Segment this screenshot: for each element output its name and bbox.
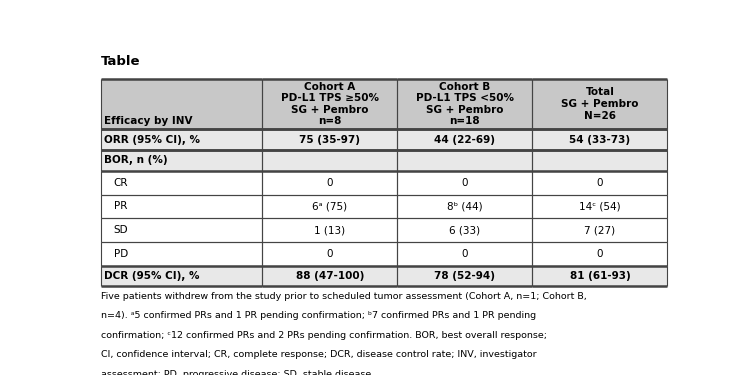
Text: confirmation; ᶜ12 confirmed PRs and 2 PRs pending confirmation. BOR, best overal: confirmation; ᶜ12 confirmed PRs and 2 PR… <box>100 331 547 340</box>
Text: 0: 0 <box>462 249 468 259</box>
Text: DCR (95% CI), %: DCR (95% CI), % <box>104 271 200 281</box>
Bar <box>262 242 398 266</box>
Bar <box>262 218 398 242</box>
Text: 7 (27): 7 (27) <box>584 225 616 235</box>
Text: 88 (47-100): 88 (47-100) <box>296 271 364 281</box>
Text: assessment; PD, progressive disease; SD, stable disease.: assessment; PD, progressive disease; SD,… <box>100 370 374 375</box>
Bar <box>532 171 668 195</box>
Bar <box>100 129 262 150</box>
Text: 78 (52-94): 78 (52-94) <box>434 271 496 281</box>
Bar <box>262 150 398 171</box>
Bar <box>398 171 532 195</box>
Bar <box>100 242 262 266</box>
Text: 54 (33-73): 54 (33-73) <box>569 135 631 145</box>
Bar <box>398 242 532 266</box>
Bar <box>100 171 262 195</box>
Bar <box>532 150 668 171</box>
Bar <box>100 150 262 171</box>
Text: 6 (33): 6 (33) <box>449 225 481 235</box>
Text: Cohort A
PD-L1 TPS ≥50%
SG + Pembro
n=8: Cohort A PD-L1 TPS ≥50% SG + Pembro n=8 <box>281 82 379 126</box>
Text: SD: SD <box>113 225 128 235</box>
Text: CI, confidence interval; CR, complete response; DCR, disease control rate; INV, : CI, confidence interval; CR, complete re… <box>100 351 536 360</box>
Text: 8ᵇ (44): 8ᵇ (44) <box>447 201 483 211</box>
Bar <box>398 129 532 150</box>
Text: Total
SG + Pembro
N=26: Total SG + Pembro N=26 <box>561 87 639 121</box>
Text: 0: 0 <box>597 178 603 188</box>
Text: 0: 0 <box>327 249 333 259</box>
Bar <box>100 79 262 129</box>
Text: 0: 0 <box>597 249 603 259</box>
Bar <box>262 129 398 150</box>
Text: PR: PR <box>113 201 127 211</box>
Bar <box>532 242 668 266</box>
Text: Table: Table <box>100 55 140 68</box>
Bar <box>262 195 398 218</box>
Bar <box>398 218 532 242</box>
Text: 0: 0 <box>462 178 468 188</box>
Bar <box>262 79 398 129</box>
Text: 75 (35-97): 75 (35-97) <box>299 135 361 145</box>
Bar <box>100 195 262 218</box>
Text: Five patients withdrew from the study prior to scheduled tumor assessment (Cohor: Five patients withdrew from the study pr… <box>100 292 586 301</box>
Text: 1 (13): 1 (13) <box>314 225 346 235</box>
Text: 6ᵃ (75): 6ᵃ (75) <box>312 201 347 211</box>
Bar <box>262 171 398 195</box>
Bar <box>532 129 668 150</box>
Text: CR: CR <box>113 178 128 188</box>
Bar <box>262 266 398 286</box>
Bar <box>532 266 668 286</box>
Text: BOR, n (%): BOR, n (%) <box>104 156 168 165</box>
Bar <box>398 195 532 218</box>
Text: Cohort B
PD-L1 TPS <50%
SG + Pembro
n=18: Cohort B PD-L1 TPS <50% SG + Pembro n=18 <box>416 82 514 126</box>
Text: 14ᶜ (54): 14ᶜ (54) <box>579 201 621 211</box>
Bar <box>532 218 668 242</box>
Text: 0: 0 <box>327 178 333 188</box>
Bar <box>398 150 532 171</box>
Text: Efficacy by INV: Efficacy by INV <box>104 116 193 126</box>
Bar <box>100 218 262 242</box>
Bar <box>398 266 532 286</box>
Text: 44 (22-69): 44 (22-69) <box>434 135 496 145</box>
Text: 81 (61-93): 81 (61-93) <box>569 271 630 281</box>
Bar <box>532 195 668 218</box>
Text: PD: PD <box>113 249 128 259</box>
Text: ORR (95% CI), %: ORR (95% CI), % <box>104 135 200 145</box>
Bar <box>532 79 668 129</box>
Text: n=4). ᵃ5 confirmed PRs and 1 PR pending confirmation; ᵇ7 confirmed PRs and 1 PR : n=4). ᵃ5 confirmed PRs and 1 PR pending … <box>100 311 536 320</box>
Bar <box>398 79 532 129</box>
Bar <box>100 266 262 286</box>
